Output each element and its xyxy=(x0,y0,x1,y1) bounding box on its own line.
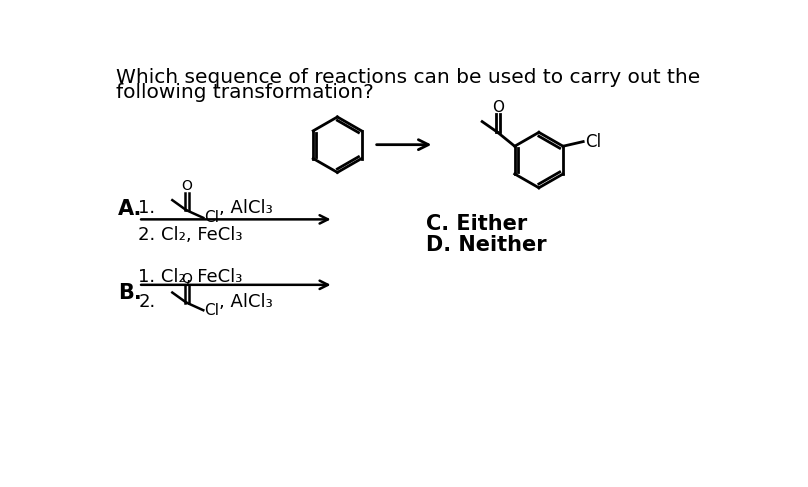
Text: O: O xyxy=(181,179,192,193)
Text: CI: CI xyxy=(204,303,219,318)
Text: 1.: 1. xyxy=(138,199,155,217)
Text: B.: B. xyxy=(118,283,141,303)
Text: 2. Cl₂, FeCl₃: 2. Cl₂, FeCl₃ xyxy=(138,225,242,244)
Text: A.: A. xyxy=(118,199,142,219)
Text: 1. Cl₂, FeCl₃: 1. Cl₂, FeCl₃ xyxy=(138,268,242,286)
Text: Which sequence of reactions can be used to carry out the: Which sequence of reactions can be used … xyxy=(116,68,701,87)
Text: following transformation?: following transformation? xyxy=(116,83,374,102)
Text: CI: CI xyxy=(204,210,219,225)
Text: , AlCl₃: , AlCl₃ xyxy=(219,199,272,217)
Text: C. Either: C. Either xyxy=(427,214,528,234)
Text: O: O xyxy=(492,100,504,115)
Text: O: O xyxy=(181,272,192,286)
Text: 2.: 2. xyxy=(138,293,155,311)
Text: , AlCl₃: , AlCl₃ xyxy=(219,293,272,311)
Text: D. Neither: D. Neither xyxy=(427,235,547,255)
Text: Cl: Cl xyxy=(585,132,601,150)
